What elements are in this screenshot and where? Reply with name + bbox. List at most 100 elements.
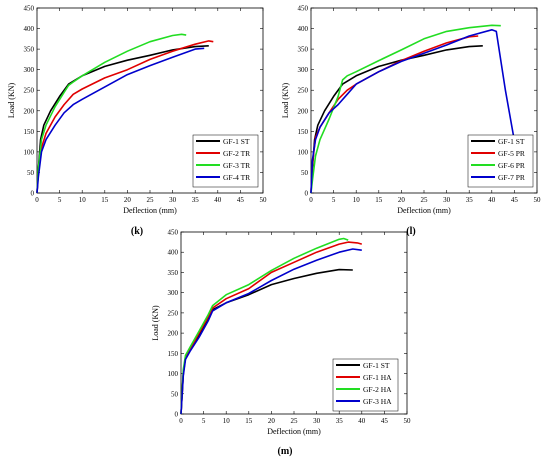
y-tick-label: 200 xyxy=(168,330,179,338)
y-tick-label: 50 xyxy=(27,169,35,177)
x-axis-label: Deflection (mm) xyxy=(123,206,177,215)
legend-entry: GF-6 PR xyxy=(498,161,525,170)
x-tick-label: 20 xyxy=(398,196,406,204)
y-tick-label: 200 xyxy=(298,107,309,115)
legend-entry: GF-3 HA xyxy=(363,397,392,406)
y-tick-label: 50 xyxy=(171,390,179,398)
y-tick-label: 400 xyxy=(24,25,35,33)
y-tick-label: 200 xyxy=(24,107,35,115)
series-line-gf-3-tr xyxy=(36,33,187,194)
x-tick-label: 20 xyxy=(268,417,276,425)
x-tick-label: 5 xyxy=(332,196,336,204)
y-tick-label: 100 xyxy=(24,148,35,156)
y-tick-label: 250 xyxy=(24,87,35,95)
y-tick-label: 350 xyxy=(24,46,35,54)
x-tick-label: 40 xyxy=(358,417,366,425)
x-tick-label: 30 xyxy=(313,417,321,425)
x-tick-label: 45 xyxy=(237,196,245,204)
x-tick-label: 30 xyxy=(443,196,451,204)
y-tick-label: 100 xyxy=(298,148,309,156)
series-line-gf-5-pr xyxy=(310,35,479,194)
y-tick-label: 300 xyxy=(168,289,179,297)
x-tick-label: 10 xyxy=(353,196,361,204)
x-tick-label: 50 xyxy=(534,196,542,204)
legend: GF-1 ST GF-1 HA GF-2 HA GF-3 HA xyxy=(332,358,399,412)
series-line-gf-1-st xyxy=(180,268,353,415)
y-tick-label: 150 xyxy=(298,128,309,136)
x-axis-label: Deflection (mm) xyxy=(397,206,451,215)
y-tick-label: 400 xyxy=(298,25,309,33)
x-tick-label: 5 xyxy=(202,417,206,425)
x-tick-label: 25 xyxy=(421,196,429,204)
y-tick-label: 150 xyxy=(168,350,179,358)
x-tick-label: 50 xyxy=(260,196,268,204)
y-tick-label: 250 xyxy=(168,309,179,317)
legend: GF-1 ST GF-2 TR GF-3 TR GF-4 TR xyxy=(192,134,259,188)
y-axis-label: Load (KN) xyxy=(151,305,160,341)
legend-entry: GF-7 PR xyxy=(498,173,525,182)
legend-entry: GF-1 ST xyxy=(498,137,525,146)
series-line-gf-6-pr xyxy=(310,24,501,194)
x-tick-label: 20 xyxy=(124,196,132,204)
series-line-gf-1-ha xyxy=(180,241,363,415)
x-tick-label: 0 xyxy=(179,417,183,425)
legend-box xyxy=(332,358,399,412)
series-line-gf-1-st xyxy=(36,45,209,194)
series-line-gf-4-tr xyxy=(36,47,205,194)
legend-entry: GF-1 HA xyxy=(363,373,392,382)
series-line-gf-1-st xyxy=(310,45,483,194)
x-tick-label: 25 xyxy=(291,417,299,425)
x-tick-label: 15 xyxy=(245,417,253,425)
y-tick-label: 300 xyxy=(24,66,35,74)
y-tick-label: 0 xyxy=(305,190,309,198)
x-tick-label: 10 xyxy=(223,417,231,425)
x-tick-label: 40 xyxy=(214,196,222,204)
series-line-gf-3-ha xyxy=(180,248,362,415)
panel-caption: (m) xyxy=(278,446,293,457)
legend-entry: GF-3 TR xyxy=(223,161,250,170)
y-axis-label: Load (KN) xyxy=(7,83,16,119)
x-tick-label: 25 xyxy=(147,196,155,204)
chart-panel-2: 0 5 10 15 20 25 30 35 40 45 50 0 50 100 150 200 250 300 35… xyxy=(281,5,541,238)
x-tick-label: 15 xyxy=(101,196,109,204)
x-tick-label: 0 xyxy=(35,196,39,204)
legend-entry: GF-1 ST xyxy=(363,361,390,370)
legend-box xyxy=(467,134,534,188)
panel-caption: (l) xyxy=(406,226,415,237)
x-tick-label: 40 xyxy=(488,196,496,204)
y-tick-label: 350 xyxy=(168,269,179,277)
y-tick-label: 300 xyxy=(298,66,309,74)
legend: GF-1 ST GF-5 PR GF-6 PR GF-7 PR xyxy=(467,134,534,188)
series-line-gf-2-ha xyxy=(180,237,349,415)
y-tick-label: 150 xyxy=(24,128,35,136)
x-tick-label: 15 xyxy=(375,196,383,204)
y-tick-label: 400 xyxy=(168,249,179,257)
y-tick-label: 450 xyxy=(24,5,35,13)
panel-caption: (k) xyxy=(131,226,143,237)
y-tick-label: 0 xyxy=(175,411,179,419)
x-tick-label: 35 xyxy=(192,196,200,204)
y-tick-label: 250 xyxy=(298,87,309,95)
x-tick-label: 45 xyxy=(381,417,389,425)
chart-panel-3: 0 5 10 15 20 25 30 35 40 45 50 0 50 100 150 200 250 300 35… xyxy=(151,229,411,458)
y-tick-label: 450 xyxy=(298,5,309,13)
x-tick-label: 30 xyxy=(169,196,177,204)
y-tick-label: 100 xyxy=(168,370,179,378)
y-tick-label: 50 xyxy=(301,169,309,177)
series-line-gf-2-tr xyxy=(36,40,214,194)
legend-box xyxy=(192,134,259,188)
x-tick-label: 45 xyxy=(511,196,519,204)
x-tick-label: 50 xyxy=(404,417,412,425)
x-tick-label: 5 xyxy=(58,196,62,204)
x-tick-label: 10 xyxy=(79,196,87,204)
x-tick-label: 35 xyxy=(336,417,344,425)
y-axis-label: Load (KN) xyxy=(281,83,290,119)
legend-entry: GF-4 TR xyxy=(223,173,250,182)
x-axis-label: Deflection (mm) xyxy=(267,427,321,436)
y-tick-label: 450 xyxy=(168,229,179,237)
legend-entry: GF-2 HA xyxy=(363,385,392,394)
legend-entry: GF-1 ST xyxy=(223,137,250,146)
y-tick-label: 0 xyxy=(31,190,35,198)
x-tick-label: 35 xyxy=(466,196,474,204)
